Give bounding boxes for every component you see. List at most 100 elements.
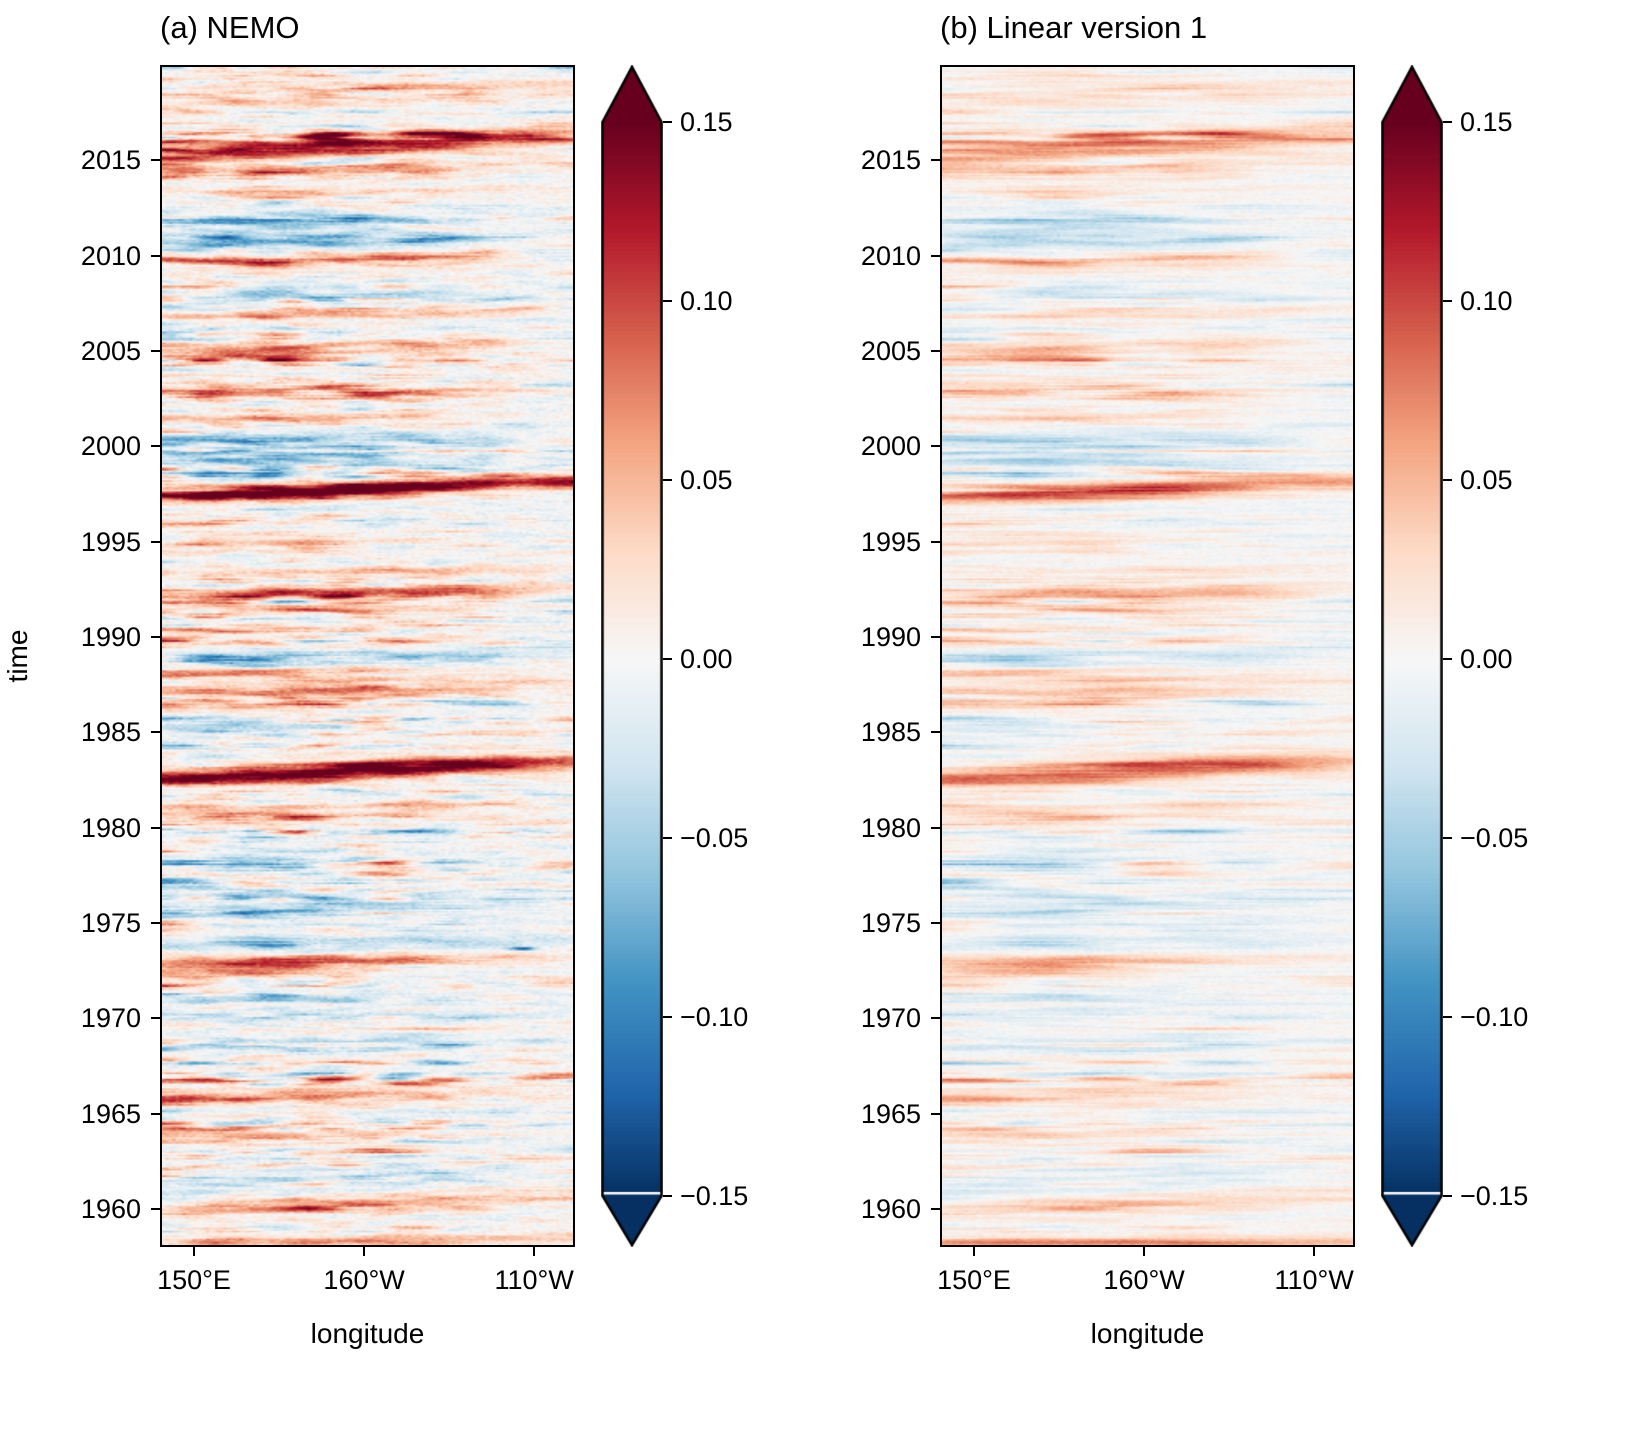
y-tick-mark <box>931 1207 940 1210</box>
x-tick-label: 110°W <box>1274 1265 1354 1295</box>
y-tick-label: 1995 <box>860 526 921 557</box>
colorbar-tick-label: −0.15 <box>1460 1181 1529 1211</box>
heatmap-panel-b <box>940 65 1355 1247</box>
y-tick-label: 2010 <box>80 240 141 271</box>
y-tick-label: 2000 <box>860 431 921 462</box>
heatmap-canvas-a <box>162 67 573 1245</box>
y-tick-mark <box>151 349 160 352</box>
colorbar-tick-label: −0.10 <box>1460 1002 1529 1032</box>
x-tick-label: 150°E <box>937 1265 1011 1295</box>
x-tick-mark <box>1143 1247 1146 1256</box>
y-tick-label: 1965 <box>860 1098 921 1129</box>
x-axis-label-b: longitude <box>1090 1318 1205 1349</box>
colorbar-tick-mark <box>663 1016 672 1018</box>
colorbar-tick-label: 0.10 <box>1460 286 1513 316</box>
y-tick-label: 1990 <box>80 621 141 652</box>
y-tick-mark <box>151 540 160 543</box>
y-tick-label: 1990 <box>860 621 921 652</box>
colorbar-tick-label: 0.05 <box>1460 465 1513 495</box>
y-tick-mark <box>151 1207 160 1210</box>
y-tick-label: 1975 <box>80 907 141 938</box>
panel-b-title: (b) Linear version 1 <box>940 10 1208 45</box>
y-tick-mark <box>151 254 160 257</box>
y-tick-label: 1985 <box>860 717 921 748</box>
y-tick-mark <box>931 635 940 638</box>
y-tick-mark <box>151 826 160 829</box>
colorbar-tick-mark <box>1443 1195 1452 1197</box>
y-tick-mark <box>931 349 940 352</box>
y-tick-label: 1985 <box>80 717 141 748</box>
colorbar-tick-label: −0.05 <box>680 823 749 853</box>
colorbar-tick-mark <box>663 121 672 123</box>
x-tick-label: 160°W <box>1103 1265 1185 1295</box>
colorbar-a <box>601 65 663 1247</box>
colorbar-b <box>1381 65 1443 1247</box>
y-tick-mark <box>931 1112 940 1115</box>
y-tick-mark <box>931 254 940 257</box>
y-tick-mark <box>151 1112 160 1115</box>
x-axis-label-a: longitude <box>310 1318 425 1349</box>
y-tick-mark <box>931 445 940 448</box>
y-tick-mark <box>151 1017 160 1020</box>
y-tick-mark <box>931 159 940 162</box>
colorbar-tick-label: 0.05 <box>680 465 733 495</box>
y-tick-label: 2005 <box>860 335 921 366</box>
colorbar-tick-mark <box>663 479 672 481</box>
y-tick-mark <box>931 921 940 924</box>
y-tick-mark <box>931 540 940 543</box>
y-tick-label: 1970 <box>860 1003 921 1034</box>
heatmap-canvas-b <box>942 67 1353 1245</box>
y-tick-label: 2015 <box>860 145 921 176</box>
colorbar-tick-mark <box>1443 121 1452 123</box>
colorbar-tick-mark <box>1443 837 1452 839</box>
colorbar-tick-mark <box>1443 658 1452 660</box>
x-tick-label: 110°W <box>494 1265 574 1295</box>
x-tick-mark <box>973 1247 976 1256</box>
y-tick-label: 2015 <box>80 145 141 176</box>
colorbar-tick-mark <box>1443 300 1452 302</box>
colorbar-tick-mark <box>663 837 672 839</box>
colorbar-tick-mark <box>663 1195 672 1197</box>
x-tick-mark <box>193 1247 196 1256</box>
y-tick-label: 1960 <box>80 1193 141 1224</box>
y-tick-mark <box>931 1017 940 1020</box>
y-tick-mark <box>151 635 160 638</box>
colorbar-tick-label: 0.00 <box>680 644 733 674</box>
x-tick-mark <box>533 1247 536 1256</box>
y-tick-label: 1980 <box>80 812 141 843</box>
y-tick-label: 1980 <box>860 812 921 843</box>
y-tick-mark <box>151 731 160 734</box>
panel-a-title: (a) NEMO <box>160 10 300 45</box>
y-tick-label: 1960 <box>860 1193 921 1224</box>
y-tick-label: 1975 <box>860 907 921 938</box>
x-tick-label: 150°E <box>157 1265 231 1295</box>
colorbar-tick-label: 0.15 <box>680 107 733 137</box>
heatmap-panel-a <box>160 65 575 1247</box>
y-tick-mark <box>931 826 940 829</box>
y-tick-label: 1970 <box>80 1003 141 1034</box>
colorbar-tick-mark <box>663 658 672 660</box>
y-tick-label: 1995 <box>80 526 141 557</box>
y-axis-label: time <box>2 629 33 683</box>
y-tick-mark <box>151 445 160 448</box>
y-tick-label: 1965 <box>80 1098 141 1129</box>
colorbar-tick-mark <box>663 300 672 302</box>
y-tick-label: 2010 <box>860 240 921 271</box>
x-tick-mark <box>1313 1247 1316 1256</box>
y-tick-mark <box>931 731 940 734</box>
colorbar-tick-label: −0.05 <box>1460 823 1529 853</box>
colorbar-tick-label: 0.10 <box>680 286 733 316</box>
colorbar-tick-label: −0.10 <box>680 1002 749 1032</box>
y-tick-label: 2000 <box>80 431 141 462</box>
y-tick-mark <box>151 159 160 162</box>
colorbar-tick-label: 0.00 <box>1460 644 1513 674</box>
y-tick-label: 2005 <box>80 335 141 366</box>
colorbar-tick-mark <box>1443 1016 1452 1018</box>
x-tick-mark <box>363 1247 366 1256</box>
colorbar-tick-label: −0.15 <box>680 1181 749 1211</box>
colorbar-tick-mark <box>1443 479 1452 481</box>
x-tick-label: 160°W <box>323 1265 405 1295</box>
y-tick-mark <box>151 921 160 924</box>
colorbar-tick-label: 0.15 <box>1460 107 1513 137</box>
